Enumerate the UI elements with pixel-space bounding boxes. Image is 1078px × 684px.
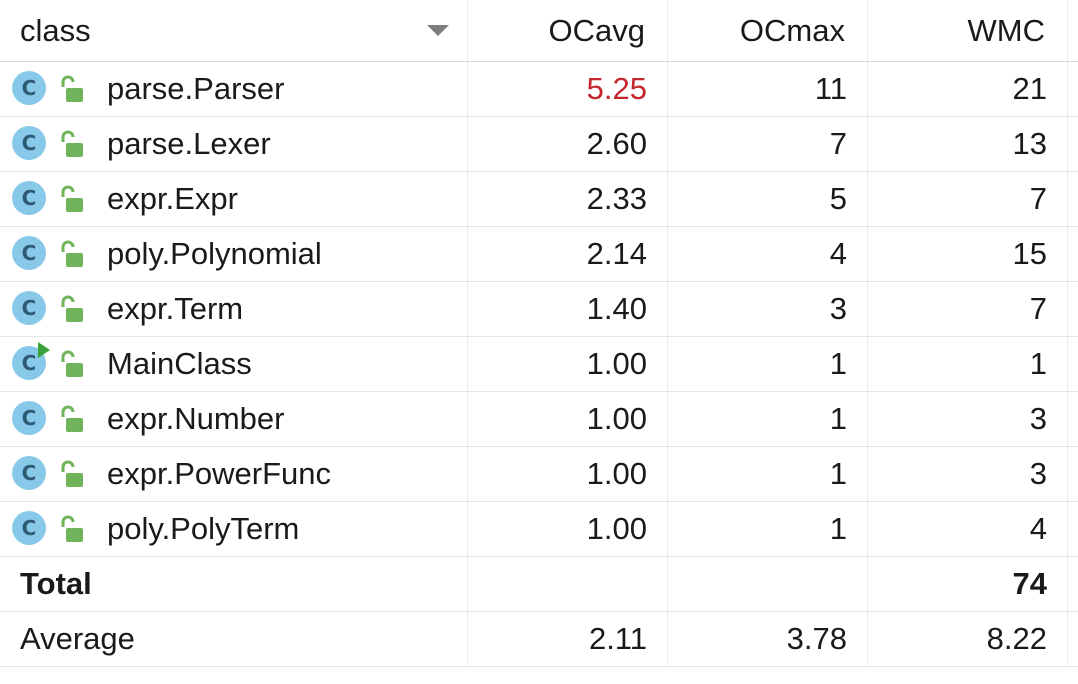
row-filler — [1068, 62, 1078, 117]
class-name-cell[interactable]: C expr.Expr — [0, 172, 468, 227]
row-filler — [1068, 282, 1078, 337]
header-filler — [1068, 0, 1078, 62]
ocmax-cell: 4 — [668, 227, 868, 282]
row-filler — [1068, 227, 1078, 282]
wmc-cell: 21 — [868, 62, 1068, 117]
row-filler — [1068, 612, 1078, 667]
average-wmc: 8.22 — [868, 612, 1068, 667]
wmc-cell: 3 — [868, 392, 1068, 447]
ocmax-cell: 1 — [668, 392, 868, 447]
lock-icon — [61, 515, 83, 542]
ocavg-cell: 1.00 — [468, 392, 668, 447]
row-filler — [1068, 172, 1078, 227]
ocavg-cell: 5.25 — [468, 62, 668, 117]
ocavg-cell: 2.14 — [468, 227, 668, 282]
column-header-class-label: class — [20, 12, 91, 48]
ocavg-cell: 2.33 — [468, 172, 668, 227]
class-letter: C — [12, 236, 46, 270]
total-ocavg — [468, 557, 668, 612]
average-ocmax: 3.78 — [668, 612, 868, 667]
lock-icon — [61, 460, 83, 487]
lock-icon — [61, 405, 83, 432]
class-name-cell[interactable]: C parse.Lexer — [0, 117, 468, 172]
ocavg-cell: 1.00 — [468, 337, 668, 392]
ocmax-cell: 11 — [668, 62, 868, 117]
class-name-cell[interactable]: C expr.PowerFunc — [0, 447, 468, 502]
run-marker-icon — [38, 342, 50, 358]
wmc-cell: 3 — [868, 447, 1068, 502]
class-icon: C — [12, 181, 48, 217]
class-name: poly.PolyTerm — [107, 511, 300, 546]
class-letter: C — [12, 291, 46, 325]
class-name: expr.PowerFunc — [107, 456, 331, 491]
class-name-cell[interactable]: C expr.Term — [0, 282, 468, 337]
total-label: Total — [0, 557, 468, 612]
class-icon: C — [12, 236, 48, 272]
class-name-cell[interactable]: C parse.Parser — [0, 62, 468, 117]
total-ocmax — [668, 557, 868, 612]
wmc-cell: 13 — [868, 117, 1068, 172]
class-icon: C — [12, 71, 48, 107]
class-name-cell[interactable]: C expr.Number — [0, 392, 468, 447]
lock-icon — [61, 75, 83, 102]
class-name-cell[interactable]: C poly.Polynomial — [0, 227, 468, 282]
class-name-cell[interactable]: C MainClass — [0, 337, 468, 392]
class-name: expr.Expr — [107, 181, 238, 216]
ocavg-cell: 1.40 — [468, 282, 668, 337]
wmc-cell: 7 — [868, 172, 1068, 227]
column-header-wmc[interactable]: WMC — [868, 0, 1068, 62]
average-ocavg: 2.11 — [468, 612, 668, 667]
row-filler — [1068, 502, 1078, 557]
class-name: parse.Lexer — [107, 126, 271, 161]
class-icon: C — [12, 342, 50, 382]
lock-icon — [61, 130, 83, 157]
class-letter: C — [12, 456, 46, 490]
class-icon: C — [12, 291, 48, 327]
class-name: parse.Parser — [107, 71, 285, 106]
column-header-ocavg[interactable]: OCavg — [468, 0, 668, 62]
class-letter: C — [12, 71, 46, 105]
row-filler — [1068, 557, 1078, 612]
class-letter: C — [12, 181, 46, 215]
ocmax-cell: 1 — [668, 337, 868, 392]
ocmax-cell: 5 — [668, 172, 868, 227]
ocavg-cell: 1.00 — [468, 502, 668, 557]
ocavg-cell: 2.60 — [468, 117, 668, 172]
class-name: expr.Number — [107, 401, 285, 436]
class-name: MainClass — [107, 346, 252, 381]
class-icon: C — [12, 511, 48, 547]
wmc-cell: 4 — [868, 502, 1068, 557]
class-name-cell[interactable]: C poly.PolyTerm — [0, 502, 468, 557]
lock-icon — [61, 240, 83, 267]
row-filler — [1068, 392, 1078, 447]
ocmax-cell: 1 — [668, 447, 868, 502]
column-header-class[interactable]: class — [0, 0, 468, 62]
row-filler — [1068, 117, 1078, 172]
wmc-cell: 7 — [868, 282, 1068, 337]
average-label: Average — [0, 612, 468, 667]
row-filler — [1068, 447, 1078, 502]
ocmax-cell: 3 — [668, 282, 868, 337]
class-icon: C — [12, 126, 48, 162]
ocmax-cell: 7 — [668, 117, 868, 172]
lock-icon — [61, 295, 83, 322]
ocavg-cell: 1.00 — [468, 447, 668, 502]
wmc-cell: 1 — [868, 337, 1068, 392]
class-letter: C — [12, 511, 46, 545]
class-icon: C — [12, 401, 48, 437]
row-filler — [1068, 337, 1078, 392]
ocmax-cell: 1 — [668, 502, 868, 557]
total-wmc: 74 — [868, 557, 1068, 612]
class-letter: C — [12, 126, 46, 160]
class-letter: C — [12, 401, 46, 435]
wmc-cell: 15 — [868, 227, 1068, 282]
class-icon: C — [12, 456, 48, 492]
sort-descending-icon[interactable] — [427, 25, 449, 36]
class-name: expr.Term — [107, 291, 244, 326]
lock-icon — [61, 185, 83, 212]
column-header-ocmax[interactable]: OCmax — [668, 0, 868, 62]
lock-icon — [61, 350, 83, 377]
metrics-table: class OCavg OCmax WMC C parse.Parser 5.2… — [0, 0, 1078, 667]
class-name: poly.Polynomial — [107, 236, 322, 271]
